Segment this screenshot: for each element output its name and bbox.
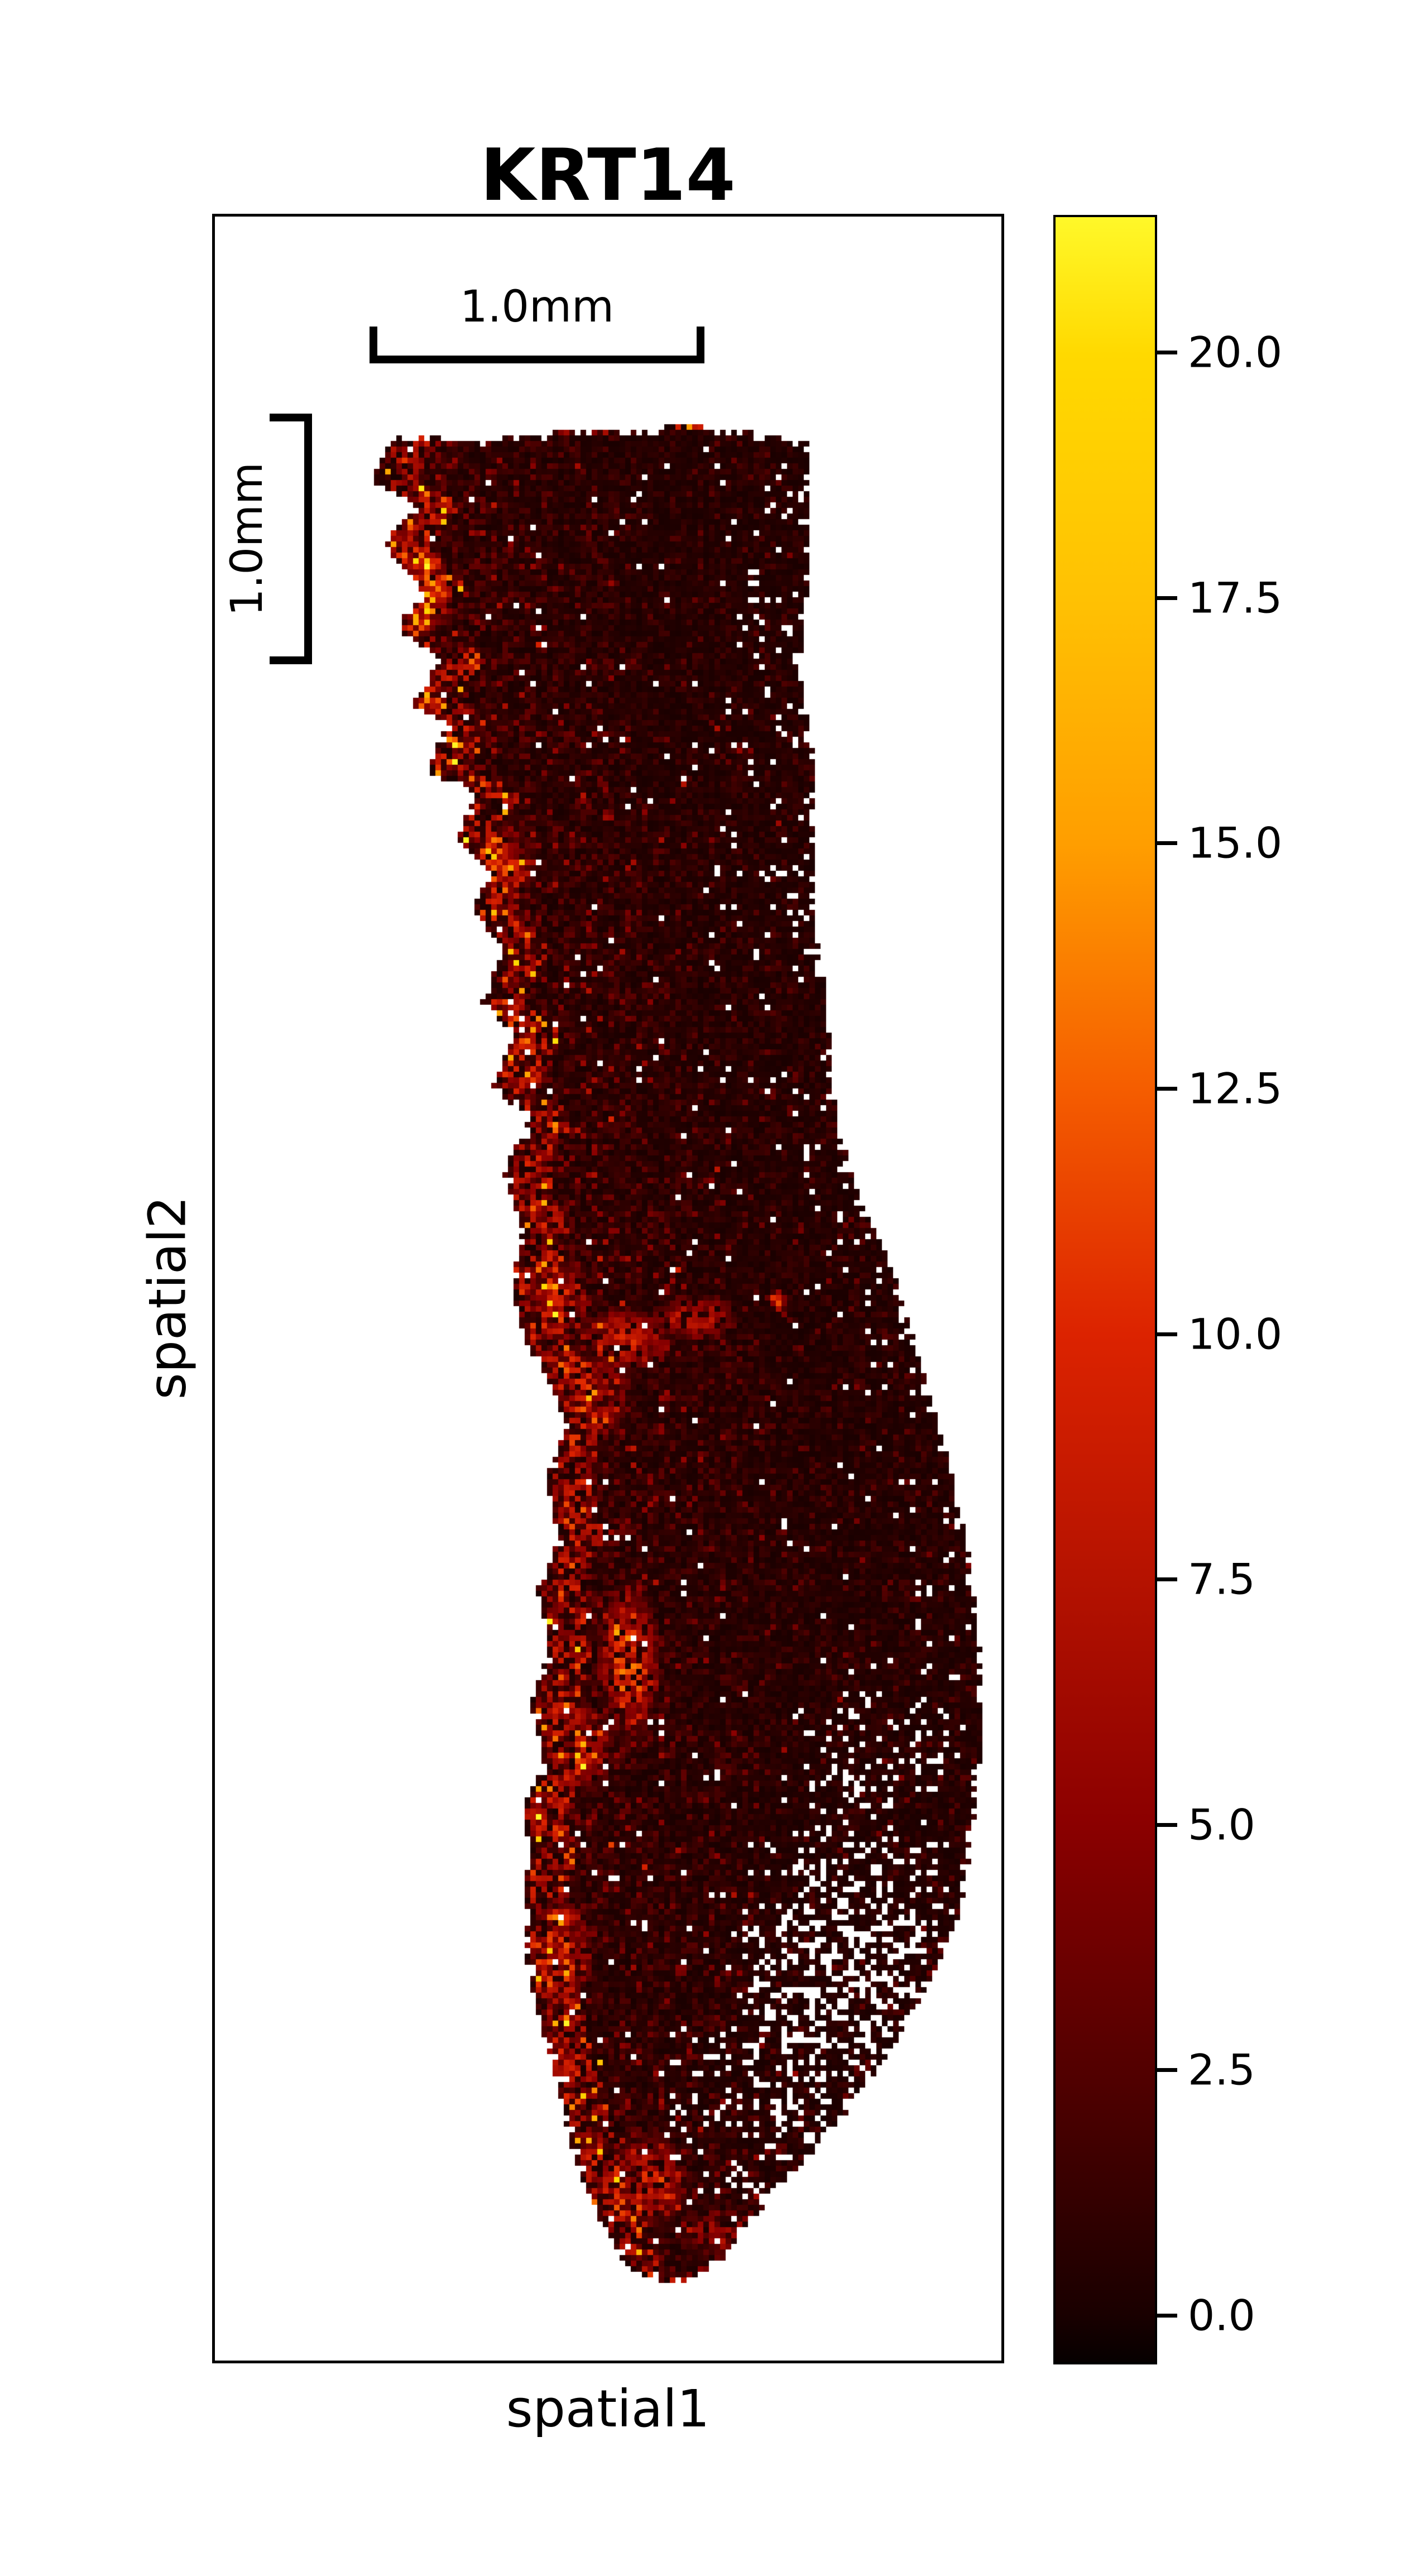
colorbar-tick-mark — [1157, 1577, 1177, 1582]
colorbar-tick-mark — [1157, 1822, 1177, 1827]
colorbar-tick-mark — [1157, 1332, 1177, 1336]
x-axis-label: spatial1 — [506, 2379, 710, 2439]
colorbar-tick-label: 17.5 — [1188, 573, 1283, 623]
colorbar-tick-mark — [1157, 351, 1177, 355]
colorbar-tick-label: 5.0 — [1188, 1800, 1255, 1850]
h-scalebar-left-tick — [370, 327, 377, 363]
colorbar-tick-mark — [1157, 596, 1177, 600]
h-scalebar-label: 1.0mm — [459, 282, 615, 332]
h-scalebar-right-tick — [697, 327, 704, 363]
colorbar-gradient — [1053, 215, 1157, 2364]
colorbar-tick-label: 15.0 — [1188, 818, 1283, 868]
v-scalebar-line — [304, 414, 312, 664]
colorbar-tick-label: 12.5 — [1188, 1063, 1283, 1114]
colorbar-tick-mark — [1157, 2314, 1177, 2318]
colorbar-tick-label: 2.5 — [1188, 2045, 1255, 2095]
v-scalebar-bottom-tick — [270, 656, 312, 664]
colorbar-tick-label: 0.0 — [1188, 2290, 1255, 2340]
colorbar-tick-label: 20.0 — [1188, 327, 1283, 377]
v-scalebar-label: 1.0mm — [222, 462, 272, 616]
y-axis-label: spatial2 — [137, 1196, 198, 1400]
colorbar-tick-label: 10.0 — [1188, 1309, 1283, 1359]
colorbar-tick-mark — [1157, 2068, 1177, 2073]
plot-title: KRT14 — [480, 134, 736, 217]
v-scalebar-top-tick — [270, 414, 312, 421]
colorbar-tick-mark — [1157, 1087, 1177, 1091]
colorbar-tick-label: 7.5 — [1188, 1554, 1255, 1604]
h-scalebar-bar — [370, 356, 704, 363]
colorbar-tick-mark — [1157, 841, 1177, 846]
tissue-canvas — [215, 217, 1001, 2361]
